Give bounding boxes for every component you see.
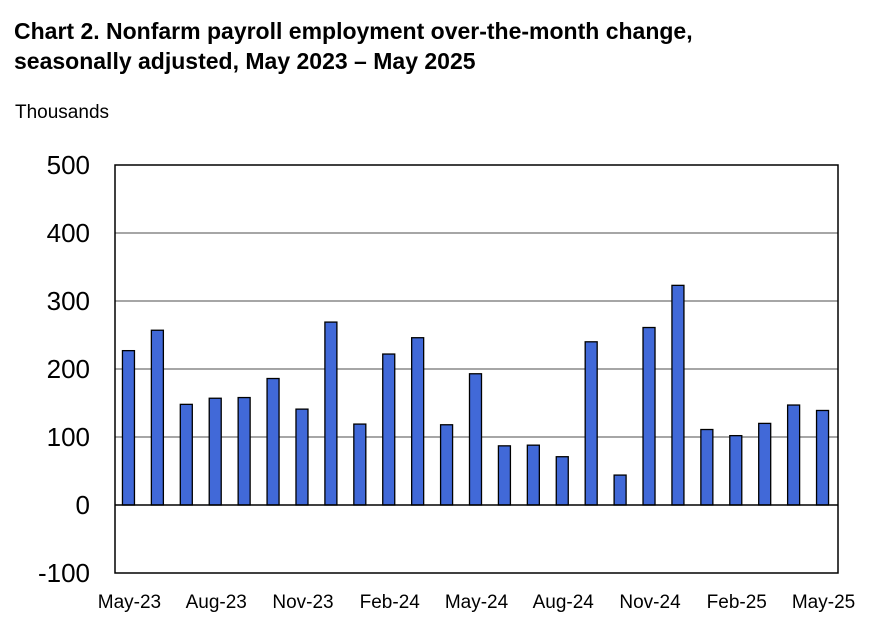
plot-frame (114, 164, 839, 574)
x-tick-label: May-24 (445, 592, 509, 613)
bar-Apr-25 (786, 404, 801, 506)
chart-title-line1: Chart 2. Nonfarm payroll employment over… (14, 18, 693, 44)
bar-May-23 (121, 349, 136, 506)
x-tick-label: Aug-23 (186, 592, 247, 613)
y-tick-label: -100 (38, 558, 90, 588)
bar-Jan-24 (353, 423, 367, 506)
x-tick-label: Feb-24 (360, 592, 421, 613)
bar-Nov-24 (642, 326, 656, 506)
bar-Mar-24 (411, 337, 425, 506)
bar-Apr-24 (439, 424, 454, 506)
x-tick-label: Nov-24 (619, 592, 681, 613)
bar-Aug-24 (555, 456, 569, 506)
bar-Jun-23 (150, 329, 165, 506)
x-tick-label: May-25 (792, 592, 855, 613)
y-tick-label: 300 (47, 286, 90, 316)
bar-Sep-24 (584, 341, 598, 506)
bar-Oct-23 (266, 377, 280, 506)
bar-Sep-23 (237, 396, 251, 506)
bar-May-25 (815, 409, 830, 506)
bar-Oct-24 (613, 474, 627, 506)
y-tick-label: 200 (47, 354, 90, 384)
bar-Feb-25 (729, 434, 743, 506)
bar-Dec-24 (671, 284, 685, 506)
bar-Jul-24 (526, 444, 540, 506)
bar-Feb-24 (382, 353, 396, 506)
bar-May-24 (468, 373, 483, 506)
chart-title: Chart 2. Nonfarm payroll employment over… (14, 16, 693, 76)
bar-Nov-23 (295, 408, 309, 506)
bar-Dec-23 (324, 321, 338, 506)
y-tick-label: 0 (76, 490, 90, 520)
bar-Jun-24 (497, 445, 512, 506)
x-tick-label: Nov-23 (272, 592, 333, 613)
y-axis-unit-label: Thousands (15, 102, 110, 123)
bar-Jan-25 (700, 428, 714, 506)
bar-Mar-25 (758, 422, 772, 506)
y-tick-label: 400 (47, 218, 90, 248)
y-tick-label: 500 (47, 150, 90, 180)
chart-title-line2: seasonally adjusted, May 2023 – May 2025 (14, 48, 476, 74)
y-tick-label: 100 (47, 422, 90, 452)
x-tick-label: Feb-25 (707, 592, 767, 613)
x-tick-label: May-23 (98, 592, 161, 613)
x-tick-label: Aug-24 (533, 592, 595, 613)
bar-Jul-23 (179, 403, 193, 506)
bar-Aug-23 (208, 397, 222, 506)
